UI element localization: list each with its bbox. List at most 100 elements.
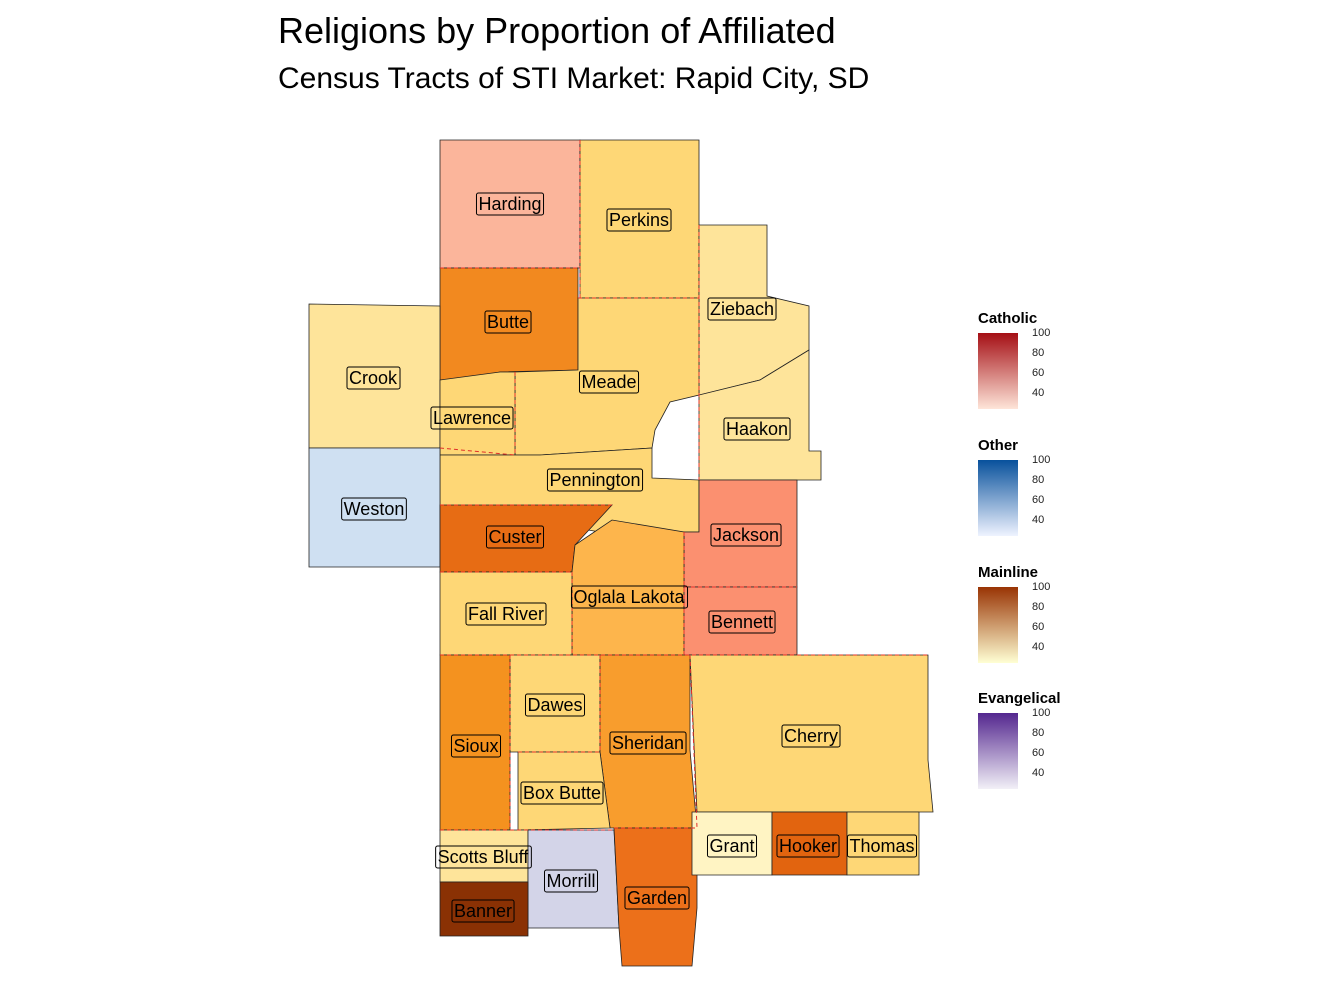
legend-mainline: Mainline 100 80 60 40 [978, 564, 1098, 663]
county-label-fall-river: Fall River [465, 602, 547, 626]
legend-color-bar [978, 713, 1018, 789]
legend-tick-label: 40 [1032, 387, 1045, 399]
county-label-text: Harding [478, 194, 541, 214]
county-label-text: Dawes [527, 695, 582, 715]
legend-row: 100 80 60 40 [978, 454, 1098, 536]
legend-title: Evangelical [978, 690, 1061, 707]
legend-row: 100 80 60 40 [978, 581, 1098, 663]
county-label-box [341, 497, 407, 521]
county-label-box [475, 192, 545, 216]
tract-border-line [689, 654, 698, 829]
county-label-meade: Meade [578, 370, 640, 394]
county-label-box [450, 734, 502, 758]
county-label-box [570, 585, 689, 609]
county-label-text: Meade [581, 372, 636, 392]
legend-tick-label: 40 [1032, 641, 1045, 653]
legend-tick-label: 60 [1032, 494, 1045, 506]
county-label-text: Pennington [549, 470, 640, 490]
county-label-bennett: Bennett [708, 610, 776, 634]
legend-tick-label: 80 [1032, 347, 1045, 359]
county-label-box [430, 406, 514, 430]
county-label-text: Sioux [453, 736, 498, 756]
county-label-box [624, 886, 690, 910]
county-label-text: Custer [488, 527, 541, 547]
legend-color-bar [978, 587, 1018, 663]
county-label-oglala-lakota: Oglala Lakota [570, 585, 689, 609]
legend-title: Catholic [978, 310, 1038, 327]
county-label-box [546, 468, 644, 492]
legend-tick-label: 60 [1032, 621, 1045, 633]
county-label-text: Banner [454, 901, 512, 921]
legend-tick-label: 80 [1032, 601, 1045, 613]
county-label-box [578, 370, 640, 394]
county-label-pennington: Pennington [546, 468, 644, 492]
county-label-text: Oglala Lakota [573, 587, 685, 607]
county-label-text: Jackson [713, 525, 779, 545]
county-label-morrill: Morrill [544, 869, 598, 893]
legend-tick-label: 60 [1032, 367, 1045, 379]
county-label-text: Ziebach [710, 299, 774, 319]
legend-tick-label: 80 [1032, 474, 1045, 486]
county-label-harding: Harding [475, 192, 545, 216]
county-label-box [781, 724, 841, 748]
county-label-box [346, 366, 401, 390]
county-label-box-butte: Box Butte [520, 781, 604, 805]
county-label-perkins: Perkins [606, 208, 672, 232]
county-label-box [846, 834, 918, 858]
legend-color-bar [978, 460, 1018, 536]
county-label-box [710, 523, 782, 547]
county-label-sioux: Sioux [450, 734, 502, 758]
county-label-text: Garden [627, 888, 687, 908]
county-label-box [723, 417, 791, 441]
county-label-box [435, 845, 532, 869]
county-label-text: Lawrence [433, 408, 511, 428]
county-label-text: Butte [487, 312, 529, 332]
county-label-custer: Custer [485, 525, 545, 549]
county-label-lawrence: Lawrence [430, 406, 514, 430]
county-labels: Harding Perkins Butte Ziebach Crook Meade Lawr… [341, 192, 918, 923]
legend-tick-label: 40 [1032, 767, 1045, 779]
legend-title: Mainline [978, 564, 1039, 581]
county-label-haakon: Haakon [723, 417, 791, 441]
county-label-dawes: Dawes [524, 693, 586, 717]
county-label-text: Scotts Bluff [438, 847, 530, 867]
county-label-grant: Grant [706, 834, 758, 858]
county-label-box [484, 310, 532, 334]
county-lawrence [439, 371, 516, 456]
tract-borders [439, 140, 928, 831]
county-label-scotts-bluff: Scotts Bluff [435, 845, 532, 869]
county-label-text: Weston [344, 499, 405, 519]
county-label-text: Thomas [849, 836, 914, 856]
county-label-crook: Crook [346, 366, 401, 390]
legend-ticks: 100 80 60 40 [1032, 327, 1092, 409]
county-label-thomas: Thomas [846, 834, 918, 858]
county-label-box [606, 208, 672, 232]
county-label-text: Morrill [547, 871, 596, 891]
legend-ticks: 100 80 60 40 [1032, 707, 1092, 789]
county-label-box [485, 525, 545, 549]
county-label-text: Cherry [784, 726, 838, 746]
county-label-garden: Garden [624, 886, 690, 910]
tract-border-line [439, 447, 516, 456]
map-title: Religions by Proportion of Affiliated [278, 10, 836, 51]
county-label-box [465, 602, 547, 626]
county-label-ziebach: Ziebach [707, 297, 777, 321]
legend-other: Other 100 80 60 40 [978, 437, 1098, 536]
county-label-text: Sheridan [612, 733, 684, 753]
legend-title: Other [978, 437, 1019, 454]
county-label-jackson: Jackson [710, 523, 782, 547]
map-subtitle: Census Tracts of STI Market: Rapid City,… [278, 62, 870, 95]
legend-row: 100 80 60 40 [978, 327, 1098, 409]
county-label-box [524, 693, 586, 717]
county-label-box [520, 781, 604, 805]
county-label-hooker: Hooker [776, 834, 840, 858]
county-label-butte: Butte [484, 310, 532, 334]
legend-tick-label: 100 [1032, 327, 1051, 339]
legend-tick-label: 60 [1032, 747, 1045, 759]
legend-catholic: Catholic 100 80 60 40 [978, 310, 1098, 409]
county-label-weston: Weston [341, 497, 407, 521]
legend-ticks: 100 80 60 40 [1032, 581, 1092, 663]
county-label-box [708, 610, 776, 634]
county-label-text: Hooker [779, 836, 837, 856]
